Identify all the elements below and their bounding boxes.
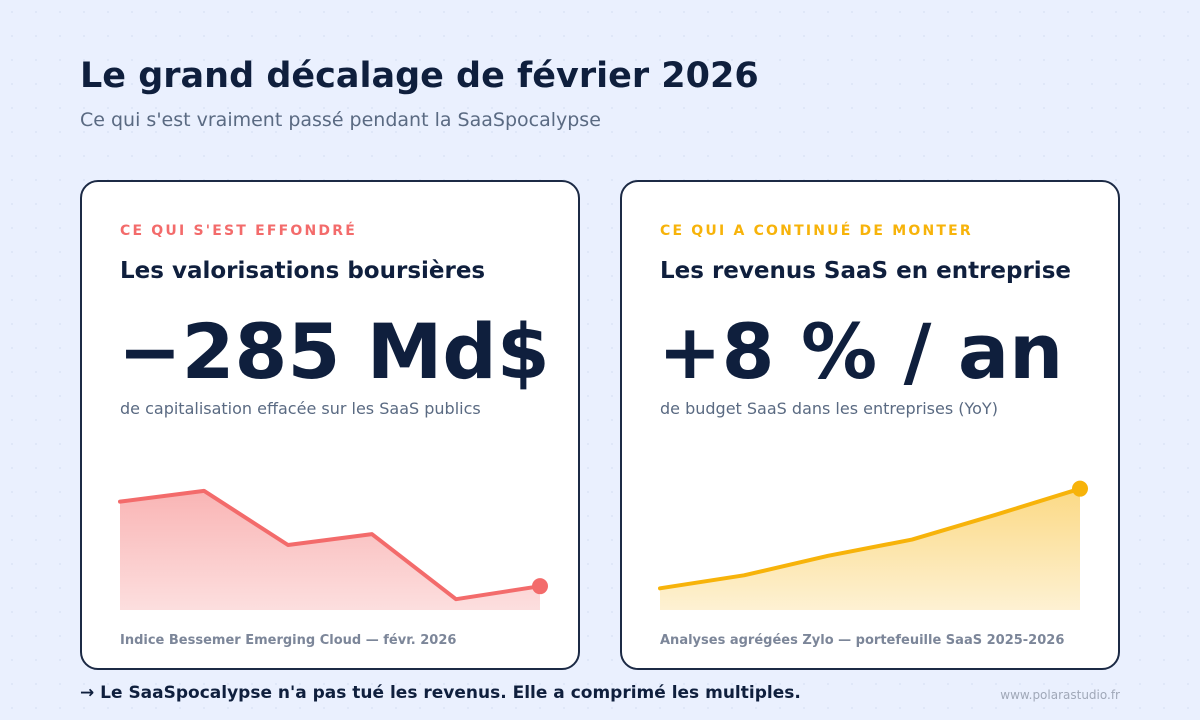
footer-url[interactable]: www.polarastudio.fr [1000,688,1120,702]
card-heading: Les valorisations boursières [120,258,486,284]
decline-sparkline-chart [118,488,548,610]
card-source: Analyses agrégées Zylo — portefeuille Sa… [660,633,1065,648]
card-source: Indice Bessemer Emerging Cloud — févr. 2… [120,633,457,648]
card-description: de budget SaaS dans les entreprises (YoY… [660,399,998,418]
card-eyebrow: CE QUI S'EST EFFONDRÉ [120,223,357,239]
card-growth: CE QUI A CONTINUÉ DE MONTER Les revenus … [620,180,1120,670]
series-area [120,490,540,610]
card-description: de capitalisation effacée sur les SaaS p… [120,399,481,418]
footer-tagline: → Le SaaSpocalypse n'a pas tué les reven… [80,683,801,703]
page-subtitle: Ce qui s'est vraiment passé pendant la S… [80,109,601,131]
card-collapsed: CE QUI S'EST EFFONDRÉ Les valorisations … [80,180,580,670]
card-big-value: −285 Md$ [118,307,550,396]
series-line [658,486,1082,591]
end-point-marker [1072,480,1088,497]
card-eyebrow: CE QUI A CONTINUÉ DE MONTER [660,223,973,239]
series-line [118,488,542,602]
end-point-marker [532,578,548,595]
page-title: Le grand décalage de février 2026 [80,56,759,96]
card-big-value: +8 % / an [658,307,1064,396]
card-heading: Les revenus SaaS en entreprise [660,258,1071,284]
growth-sparkline-chart [658,480,1088,610]
